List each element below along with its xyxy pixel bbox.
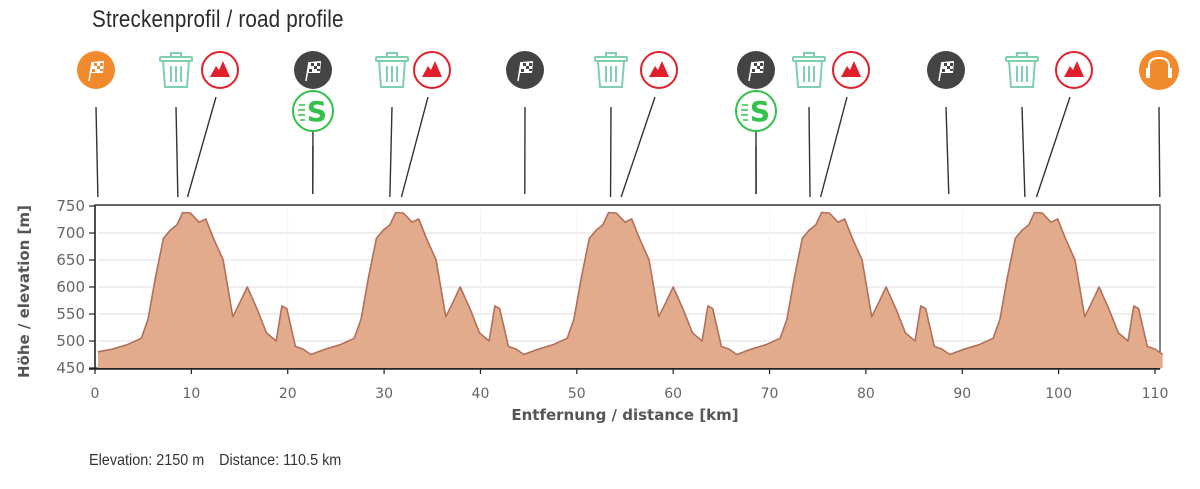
lap-flag-icon (927, 51, 965, 89)
sprint-icon: S (735, 90, 777, 132)
marker-leader-line (400, 96, 429, 198)
x-tick-label: 70 (761, 386, 779, 402)
marker-leader-line (1035, 96, 1071, 198)
x-tick-label: 10 (182, 386, 200, 402)
mountain-climb-icon (640, 51, 678, 89)
x-tick-label: 50 (568, 386, 586, 402)
x-tick-label: 80 (857, 386, 875, 402)
marker-leader-line (819, 96, 848, 198)
trash-icon (1005, 52, 1039, 88)
x-tick-label: 100 (1045, 386, 1072, 402)
sprint-icon: S (292, 90, 334, 132)
x-tick-label: 110 (1142, 386, 1169, 402)
y-tick-label: 650 (56, 251, 85, 269)
svg-text:S: S (750, 95, 770, 128)
y-tick-label: 450 (56, 359, 85, 377)
trash-icon (375, 52, 409, 88)
x-tick-label: 90 (953, 386, 971, 402)
lap-flag-icon (737, 51, 775, 89)
elevation-area (97, 212, 1163, 368)
marker-leader-line (620, 96, 656, 198)
start-flag-icon (77, 51, 115, 89)
y-tick-label: 500 (56, 332, 85, 350)
trash-icon (594, 52, 628, 88)
y-tick-label: 550 (56, 305, 85, 323)
y-tick-label: 750 (56, 197, 85, 215)
plot-area: 450 500 550 600 650 700 750 0 10 20 30 40 50 60 70 80 90… (56, 197, 1168, 402)
y-tick-label: 600 (56, 278, 85, 296)
marker-leader-line (95, 106, 99, 198)
marker-leader-line (389, 106, 393, 198)
elevation-line (97, 211, 1164, 356)
mountain-climb-icon (201, 51, 239, 89)
marker-leader-line (186, 96, 217, 198)
x-tick-label: 0 (91, 386, 100, 402)
x-axis-label: Entfernung / distance [km] (511, 406, 738, 424)
elevation-summary: Elevation: 2150 m (89, 452, 205, 469)
x-tick-label: 40 (472, 386, 490, 402)
distance-summary: Distance: 110.5 km (219, 452, 342, 469)
trash-icon (792, 52, 826, 88)
lap-flag-icon (506, 51, 544, 89)
marker-leader-line (1158, 106, 1161, 198)
y-tick-label: 700 (56, 224, 85, 242)
marker-leader-line (945, 106, 950, 195)
mountain-climb-icon (832, 51, 870, 89)
elevation-chart: S S (15, 50, 1179, 424)
y-axis-label: Höhe / elevation [m] (15, 205, 33, 378)
page-title: Streckenprofil / road profile (92, 6, 344, 33)
marker-leader-line (1021, 106, 1026, 198)
x-tick-label: 30 (375, 386, 393, 402)
marker-leader-line (175, 106, 179, 198)
mountain-climb-icon (1055, 51, 1093, 89)
lap-flag-icon (294, 51, 332, 89)
x-tick-label: 60 (664, 386, 682, 402)
finish-icon (1139, 50, 1179, 90)
trash-icon (159, 52, 193, 88)
route-markers: S S (77, 50, 1179, 198)
route-summary: Elevation: 2150 m Distance: 110.5 km (89, 452, 341, 470)
x-tick-label: 20 (279, 386, 297, 402)
svg-text:S: S (307, 95, 327, 128)
marker-leader-line (808, 106, 811, 198)
mountain-climb-icon (413, 51, 451, 89)
